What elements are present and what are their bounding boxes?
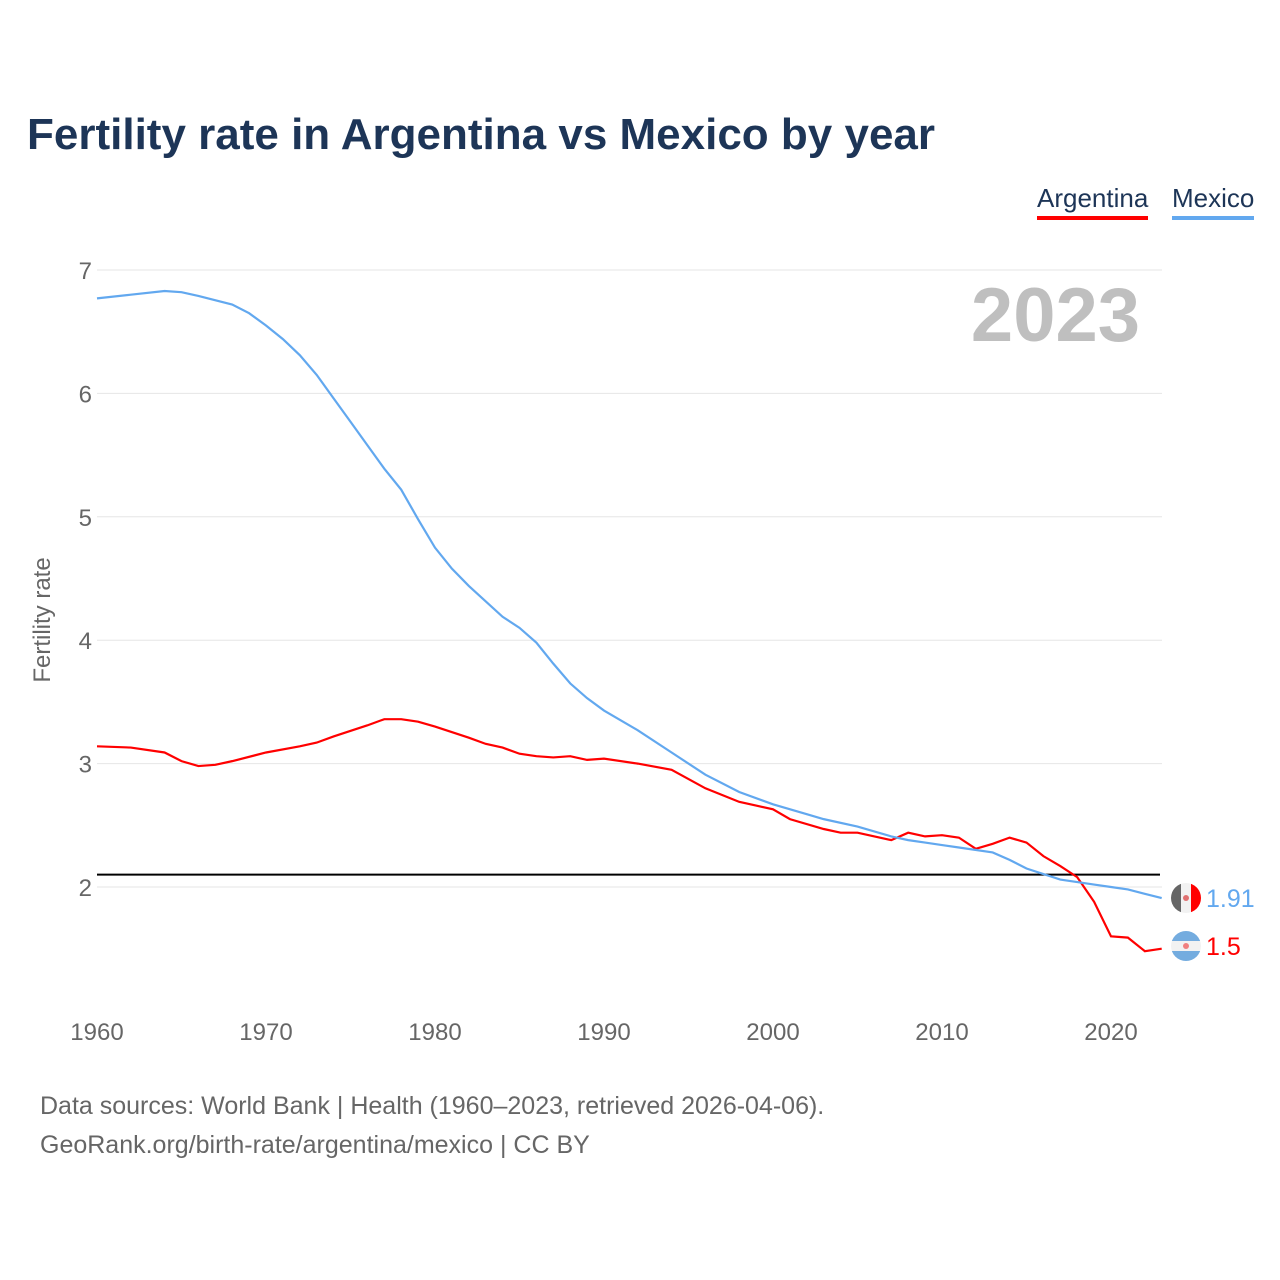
y-axis-label: Fertility rate bbox=[29, 557, 56, 682]
x-tick-label: 1980 bbox=[408, 1019, 461, 1046]
x-tick-label: 2000 bbox=[746, 1019, 799, 1046]
footer: Data sources: World Bank | Health (1960–… bbox=[40, 1087, 824, 1165]
year-label: 2023 bbox=[971, 273, 1140, 358]
mexico-flag-icon bbox=[1171, 883, 1201, 913]
x-tick-label: 1960 bbox=[70, 1019, 123, 1046]
y-tick-label: 3 bbox=[79, 752, 92, 779]
series-line-argentina bbox=[96, 718, 1162, 953]
y-tick-label: 7 bbox=[79, 258, 92, 285]
y-tick-label: 4 bbox=[79, 628, 92, 655]
x-tick-label: 1990 bbox=[577, 1019, 630, 1046]
end-value-label: 1.5 bbox=[1206, 933, 1241, 961]
x-tick-label: 2020 bbox=[1084, 1019, 1137, 1046]
x-tick-label: 1970 bbox=[239, 1019, 292, 1046]
legend-mexico[interactable]: Mexico bbox=[1172, 183, 1255, 220]
y-tick-label: 5 bbox=[79, 505, 92, 532]
series-line-mexico bbox=[96, 289, 1162, 900]
argentina-flag-icon bbox=[1171, 931, 1201, 961]
legend-argentina[interactable]: Argentina bbox=[1037, 183, 1149, 220]
end-value-label: 1.91 bbox=[1206, 885, 1255, 913]
x-tick-label: 2010 bbox=[915, 1019, 968, 1046]
y-tick-label: 6 bbox=[79, 381, 92, 408]
data-source: Data sources: World Bank | Health (1960–… bbox=[40, 1092, 825, 1120]
source-link[interactable]: GeoRank.org/birth-rate/argentina/mexico … bbox=[40, 1131, 590, 1159]
y-tick-label: 2 bbox=[79, 875, 92, 902]
chart-title: Fertility rate in Argentina vs Mexico by… bbox=[27, 110, 936, 159]
